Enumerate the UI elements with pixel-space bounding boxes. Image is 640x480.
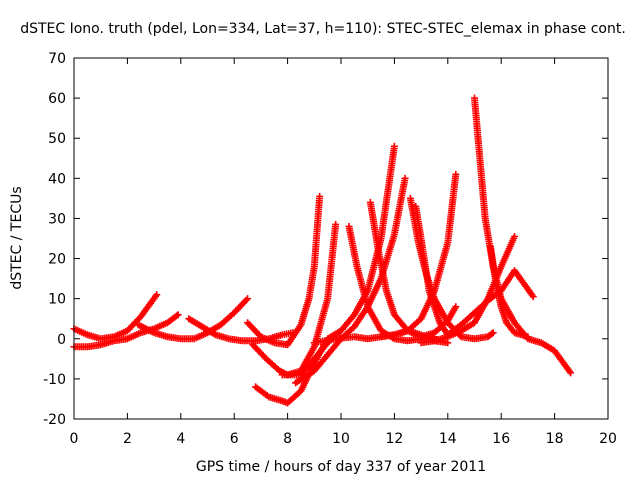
y-axis-label: dSTEC / TECUs [9,186,25,289]
x-tick-label: 18 [546,431,564,447]
series-1 [70,291,161,343]
y-tick-label: 40 [48,171,66,187]
data-point [529,293,537,301]
data-point [332,220,340,228]
series-5 [244,192,324,349]
y-tick-label: 0 [57,332,66,348]
data-point [511,232,519,240]
data-point [452,303,460,311]
x-tick-label: 10 [332,431,350,447]
data-point [524,333,532,341]
data-point [390,142,398,150]
data-points [70,94,575,407]
x-tick-label: 14 [439,431,457,447]
series-17 [487,243,532,341]
x-tick-label: 8 [283,431,292,447]
x-tick-label: 6 [230,431,239,447]
data-point [173,312,181,320]
y-tick-label: 20 [48,252,66,268]
chart-title: dSTEC Iono. truth (pdel, Lon=334, Lat=37… [20,21,626,37]
x-tick-label: 12 [385,431,403,447]
data-point [488,330,496,338]
data-point [244,295,252,303]
x-tick-label: 16 [492,431,510,447]
x-axis-label: GPS time / hours of day 337 of year 2011 [196,459,486,475]
x-tick-label: 0 [70,431,79,447]
y-tick-label: 70 [48,51,66,67]
series-4 [185,315,297,345]
plot-frame [73,57,609,420]
data-point [444,339,452,347]
y-tick-label: -10 [43,372,66,388]
y-tick-label: 30 [48,211,66,227]
y-tick-label: 50 [48,131,66,147]
series-18 [377,327,452,347]
data-point [153,291,161,299]
x-tick-label: 20 [599,431,617,447]
x-tick-label: 4 [176,431,185,447]
data-point [174,311,182,319]
y-tick-label: 60 [48,91,66,107]
y-tick-label: 10 [48,292,66,308]
data-point [489,329,497,337]
data-point [316,192,324,200]
data-point [401,174,409,182]
x-tick-label: 2 [123,431,132,447]
series-3 [134,295,252,343]
series-14 [412,202,537,339]
data-point [567,369,575,377]
y-tick-label: -20 [43,412,66,428]
axis-ticks: 0 2 4 6 8 10 12 14 16 18 20 -20 -10 0 10 20 30 40 50 60 70 [43,51,617,447]
data-point [452,170,460,178]
